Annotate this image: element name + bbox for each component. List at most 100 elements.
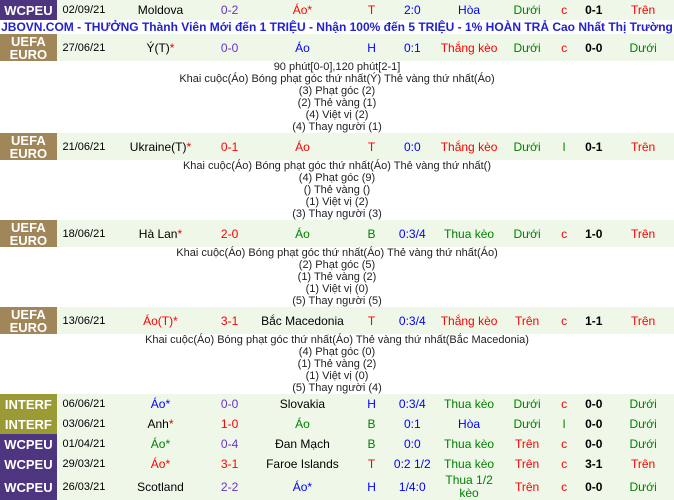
- over-under-text: Dưới: [513, 226, 541, 241]
- detail-line: Khai cuộc(Áo) Bóng phạt góc thứ nhất(Áo)…: [176, 247, 498, 259]
- over-under-text: Dưới: [513, 139, 541, 154]
- league-badge[interactable]: UEFA EURO: [0, 133, 57, 160]
- odd-even: c: [553, 34, 576, 61]
- match-row[interactable]: UEFA EURO 21/06/21 Ukraine(T)* 0-1 Áo T 0:0 Thắ…: [0, 133, 674, 160]
- league-badge[interactable]: UEFA EURO: [0, 307, 57, 334]
- half-time-score-text: 0-1: [585, 139, 603, 154]
- detail-line: (4) Phạt góc (9): [298, 172, 376, 184]
- odd-even-text: c: [561, 457, 568, 471]
- odd-even: c: [553, 307, 576, 334]
- home-team[interactable]: Áo(T)*: [111, 307, 210, 334]
- odd-even: c: [553, 0, 576, 20]
- league-badge[interactable]: UEFA EURO: [0, 220, 57, 247]
- over-under-text: Dưới: [513, 397, 541, 411]
- match-details: Khai cuộc(Áo) Bóng phạt góc thứ nhất(Áo)…: [0, 160, 674, 220]
- score-text: 3-1: [220, 313, 239, 328]
- away-team[interactable]: Áo: [249, 34, 356, 61]
- handicap-side-text: T: [367, 3, 376, 17]
- home-team[interactable]: Hà Lan*: [111, 220, 210, 247]
- match-row[interactable]: WCPEU 02/09/21 Moldova 0-2 Áo* T 2:0 Hòa Dưới c 0-…: [0, 0, 674, 20]
- league-badge[interactable]: INTERF: [0, 414, 57, 434]
- handicap-text: 0:3/4: [398, 397, 426, 411]
- score-text: 2-2: [220, 480, 239, 494]
- league-badge[interactable]: WCPEU: [0, 434, 57, 454]
- away-team[interactable]: Áo: [249, 220, 356, 247]
- handicap-side: H: [355, 34, 388, 61]
- match-row[interactable]: WCPEU 26/03/21 Scotland 2-2 Áo* H 1/4:0 Thua 1/…: [0, 474, 674, 500]
- league-badge[interactable]: UEFA EURO: [0, 34, 57, 61]
- league-badge[interactable]: INTERF: [0, 394, 57, 414]
- over-under: Dưới: [501, 34, 553, 61]
- half-time-score: 1-0: [575, 220, 613, 247]
- handicap: 1/4:0: [387, 474, 437, 500]
- half-time-score-text: 1-0: [585, 226, 603, 241]
- score: 2-0: [209, 220, 250, 247]
- away-team[interactable]: Áo*: [249, 0, 356, 20]
- handicap-result-text: Thắng kèo: [440, 40, 498, 55]
- handicap-side: B: [355, 434, 388, 454]
- match-row[interactable]: UEFA EURO 18/06/21 Hà Lan* 2-0 Áo B 0:3/4 Thua …: [0, 220, 674, 247]
- home-team-text: Áo*: [150, 397, 171, 411]
- handicap-side: T: [355, 0, 388, 20]
- home-team[interactable]: Áo*: [111, 434, 210, 454]
- home-team[interactable]: Ukraine(T)*: [111, 133, 210, 160]
- match-row[interactable]: INTERF 06/06/21 Áo* 0-0 Slovakia H 0:3/4 Thua k…: [0, 394, 674, 414]
- detail-line: 90 phút[0-0],120 phút[2-1]: [273, 61, 401, 73]
- league-badge[interactable]: WCPEU: [0, 454, 57, 474]
- match-row[interactable]: UEFA EURO 27/06/21 Ý(T)* 0-0 Áo H 0:1 Thắng kèo…: [0, 34, 674, 61]
- match-row[interactable]: WCPEU 29/03/21 Áo* 3-1 Faroe Islands T 0:2 1/2…: [0, 454, 674, 474]
- handicap-side: B: [355, 414, 388, 434]
- home-team[interactable]: Anh*: [111, 414, 210, 434]
- over-under-text: Dưới: [513, 40, 541, 55]
- away-team[interactable]: Slovakia: [249, 394, 356, 414]
- detail-line: (4) Việt vị (2): [305, 109, 369, 121]
- odd-even-text: c: [561, 40, 568, 55]
- handicap-side-text: H: [367, 397, 376, 411]
- away-team[interactable]: Đan Mạch: [249, 434, 356, 454]
- away-team[interactable]: Áo: [249, 414, 356, 434]
- handicap-result: Thua kèo: [436, 220, 502, 247]
- handicap-text: 1/4:0: [398, 480, 426, 494]
- away-team[interactable]: Áo: [249, 133, 356, 160]
- match-date: 03/06/21: [56, 414, 112, 434]
- match-date-text: 18/06/21: [62, 227, 106, 240]
- handicap-result: Thắng kèo: [436, 34, 502, 61]
- match-row[interactable]: WCPEU 01/04/21 Áo* 0-4 Đan Mạch B 0:0 Thua kèo T…: [0, 434, 674, 454]
- match-date: 27/06/21: [56, 34, 112, 61]
- half-time-ou: Dưới: [612, 394, 674, 414]
- match-row[interactable]: UEFA EURO 13/06/21 Áo(T)* 3-1 Bắc Macedonia T…: [0, 307, 674, 334]
- score-text: 0-0: [220, 40, 239, 55]
- promo-banner-link[interactable]: JBOVN.COM - THƯỞNG Thành Viên Mới đến 1 …: [1, 20, 673, 34]
- over-under-text: Trên: [514, 457, 540, 471]
- home-team[interactable]: Scotland: [111, 474, 210, 500]
- away-team[interactable]: Faroe Islands: [249, 454, 356, 474]
- home-team[interactable]: Moldova: [111, 0, 210, 20]
- half-time-score: 0-1: [575, 0, 613, 20]
- league-badge[interactable]: WCPEU: [0, 0, 57, 20]
- odd-even: l: [553, 133, 576, 160]
- match-details: 90 phút[0-0],120 phút[2-1] Khai cuộc(Áo) …: [0, 61, 674, 133]
- home-team[interactable]: Ý(T)*: [111, 34, 210, 61]
- home-team[interactable]: Áo*: [111, 394, 210, 414]
- away-team[interactable]: Bắc Macedonia: [249, 307, 356, 334]
- over-under: Dưới: [501, 133, 553, 160]
- over-under: Trên: [501, 454, 553, 474]
- score: 1-0: [209, 414, 250, 434]
- odd-even-text: c: [561, 480, 568, 494]
- detail-line: Khai cuộc(Áo) Bóng phạt góc thứ nhất(Áo)…: [182, 160, 492, 172]
- handicap-result: Hòa: [436, 414, 502, 434]
- match-row[interactable]: INTERF 03/06/21 Anh* 1-0 Áo B 0:1 Hòa Dưới l 0-0 Dư…: [0, 414, 674, 434]
- odd-even-text: c: [561, 3, 568, 17]
- odd-even: c: [553, 394, 576, 414]
- away-team[interactable]: Áo*: [249, 474, 356, 500]
- away-team-text: Áo*: [292, 480, 313, 494]
- score-text: 0-2: [220, 3, 239, 17]
- handicap-side-text: B: [367, 226, 376, 241]
- score: 0-0: [209, 34, 250, 61]
- half-time-score: 3-1: [575, 454, 613, 474]
- detail-line: (3) Thay người (3): [292, 208, 382, 220]
- detail-line: (3) Phạt góc (2): [298, 85, 376, 97]
- league-badge[interactable]: WCPEU: [0, 474, 57, 500]
- home-team[interactable]: Áo*: [111, 454, 210, 474]
